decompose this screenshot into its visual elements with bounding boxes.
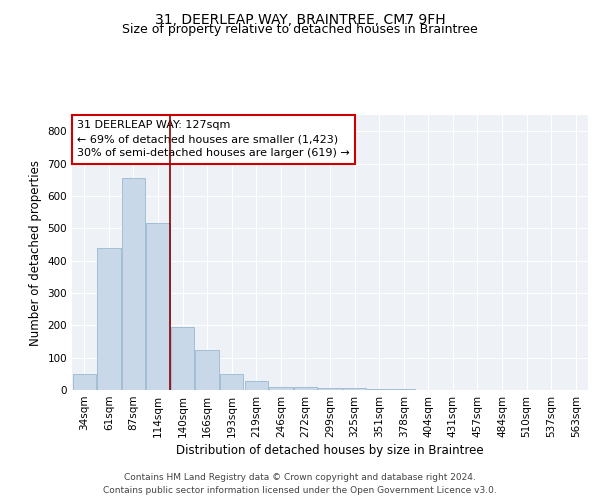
Bar [343, 388, 366, 390]
Text: 31, DEERLEAP WAY, BRAINTREE, CM7 9FH: 31, DEERLEAP WAY, BRAINTREE, CM7 9FH [155, 12, 445, 26]
Bar [97, 248, 121, 390]
Y-axis label: Number of detached properties: Number of detached properties [29, 160, 42, 346]
Bar [269, 387, 293, 390]
Bar [220, 374, 244, 390]
Text: Contains HM Land Registry data © Crown copyright and database right 2024.
Contai: Contains HM Land Registry data © Crown c… [103, 474, 497, 495]
Bar [73, 374, 96, 390]
Bar [146, 224, 170, 390]
X-axis label: Distribution of detached houses by size in Braintree: Distribution of detached houses by size … [176, 444, 484, 457]
Bar [122, 178, 145, 390]
Bar [367, 389, 391, 390]
Bar [319, 388, 341, 390]
Text: Size of property relative to detached houses in Braintree: Size of property relative to detached ho… [122, 22, 478, 36]
Bar [245, 382, 268, 390]
Bar [196, 350, 219, 390]
Text: 31 DEERLEAP WAY: 127sqm
← 69% of detached houses are smaller (1,423)
30% of semi: 31 DEERLEAP WAY: 127sqm ← 69% of detache… [77, 120, 350, 158]
Bar [294, 388, 317, 390]
Bar [171, 327, 194, 390]
